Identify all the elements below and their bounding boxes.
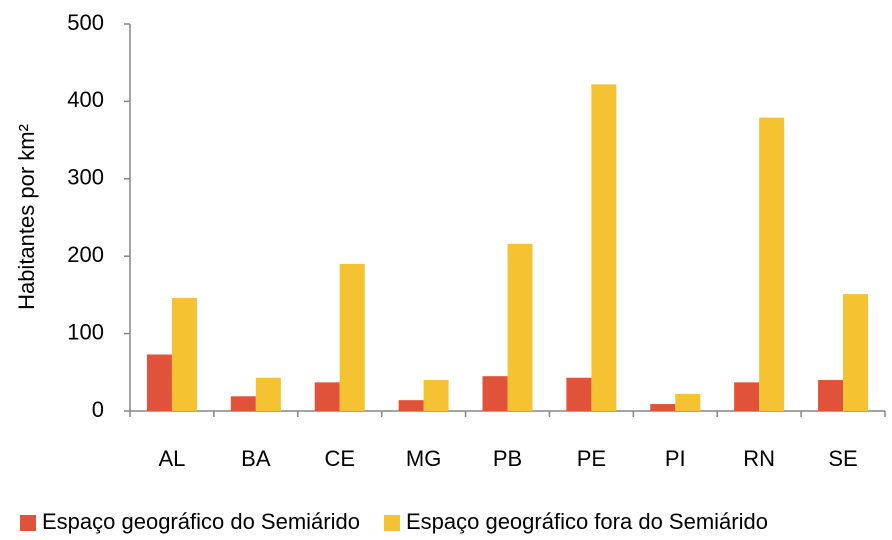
y-tick-label: 100	[67, 319, 104, 344]
bar	[171, 297, 197, 411]
bar	[398, 400, 424, 411]
x-tick-label: PE	[577, 446, 606, 471]
y-tick-label: 500	[67, 10, 104, 35]
x-tick-label: SE	[828, 446, 857, 471]
bar	[591, 84, 617, 411]
bar	[507, 243, 533, 411]
bar	[482, 376, 508, 411]
legend-swatch	[20, 515, 36, 531]
bar	[423, 380, 449, 411]
legend-label: Espaço geográfico fora do Semiárido	[406, 509, 768, 534]
bar	[843, 294, 869, 411]
x-tick-label: PI	[665, 446, 686, 471]
x-tick-label: PB	[493, 446, 522, 471]
bar	[230, 396, 256, 411]
bar	[314, 382, 340, 411]
y-tick-label: 200	[67, 242, 104, 267]
legend-swatch	[383, 515, 400, 531]
legend-label: Espaço geográfico do Semiárido	[42, 509, 360, 534]
y-tick-label: 400	[67, 87, 104, 112]
bar	[339, 263, 365, 411]
x-tick-label: BA	[241, 446, 271, 471]
y-axis-label: Habitantes por km²	[14, 124, 39, 310]
bar	[566, 377, 592, 411]
y-tick-label: 0	[92, 397, 104, 422]
bar	[255, 377, 281, 411]
bar	[146, 354, 172, 411]
bar	[675, 393, 701, 411]
bar	[650, 404, 676, 411]
x-tick-label: RN	[743, 446, 775, 471]
y-tick-label: 300	[67, 165, 104, 190]
x-tick-label: CE	[324, 446, 355, 471]
x-tick-label: MG	[406, 446, 441, 471]
bar	[734, 382, 760, 411]
bar	[759, 117, 785, 412]
x-tick-label: AL	[158, 446, 185, 471]
bar	[818, 380, 844, 411]
